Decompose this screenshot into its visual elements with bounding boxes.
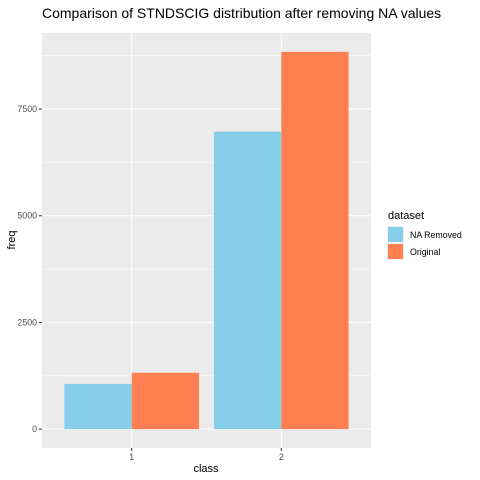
legend-title: dataset bbox=[388, 210, 424, 222]
x-tick-label: 2 bbox=[279, 452, 284, 462]
y-tick-label: 5000 bbox=[17, 211, 37, 221]
chart-title: Comparison of STNDSCIG distribution afte… bbox=[42, 5, 441, 21]
legend-label: NA Removed bbox=[410, 230, 462, 240]
y-tick-label: 7500 bbox=[17, 104, 37, 114]
y-tick-label: 2500 bbox=[17, 317, 37, 327]
legend: dataset NA Removed Original bbox=[387, 210, 462, 260]
x-tick-label: 1 bbox=[129, 452, 134, 462]
bars bbox=[64, 51, 349, 430]
y-axis: 0 2500 5000 7500 bbox=[17, 104, 42, 434]
legend-swatch bbox=[388, 227, 403, 242]
bar bbox=[281, 51, 349, 430]
legend-label: Original bbox=[410, 247, 440, 257]
y-axis-title: freq bbox=[6, 231, 18, 250]
x-axis-title: class bbox=[193, 463, 219, 475]
legend-swatch bbox=[388, 244, 403, 259]
bar bbox=[64, 383, 132, 430]
bar bbox=[213, 131, 282, 430]
bar bbox=[131, 372, 200, 430]
y-tick-label: 0 bbox=[32, 424, 37, 434]
